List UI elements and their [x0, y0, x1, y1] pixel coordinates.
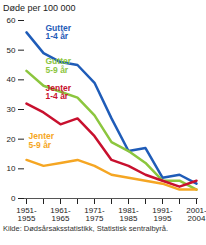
svg-text:Jenter5-9 år: Jenter5-9 år	[29, 131, 55, 150]
svg-text:30: 30	[7, 105, 16, 114]
html-text:Kilde: Dødsårsaksstatistikk, S: Kilde: Dødsårsaksstatistikk, Statistisk …	[3, 224, 169, 233]
svg-text:2001-2004: 2001-2004	[186, 206, 206, 223]
svg-text:10: 10	[7, 164, 16, 173]
svg-text:Gutter5-9 år: Gutter5-9 år	[46, 56, 72, 75]
svg-text:1971-1975: 1971-1975	[84, 206, 105, 223]
svg-text:Gutter1-4 år: Gutter1-4 år	[46, 23, 72, 42]
svg-text:50: 50	[7, 46, 16, 55]
svg-text:20: 20	[7, 135, 16, 144]
svg-text:60: 60	[7, 16, 16, 25]
svg-text:1961-1965: 1961-1965	[50, 206, 71, 223]
svg-text:1951-1955: 1951-1955	[16, 206, 37, 223]
svg-text:40: 40	[7, 75, 16, 84]
svg-text:0: 0	[11, 194, 16, 203]
svg-text:1981-1985: 1981-1985	[118, 206, 139, 223]
html-text:Døde per 100 000: Døde per 100 000	[3, 3, 76, 13]
svg-text:1991-1995: 1991-1995	[152, 206, 173, 223]
svg-text:Jenter1-4 år: Jenter1-4 år	[46, 83, 72, 102]
